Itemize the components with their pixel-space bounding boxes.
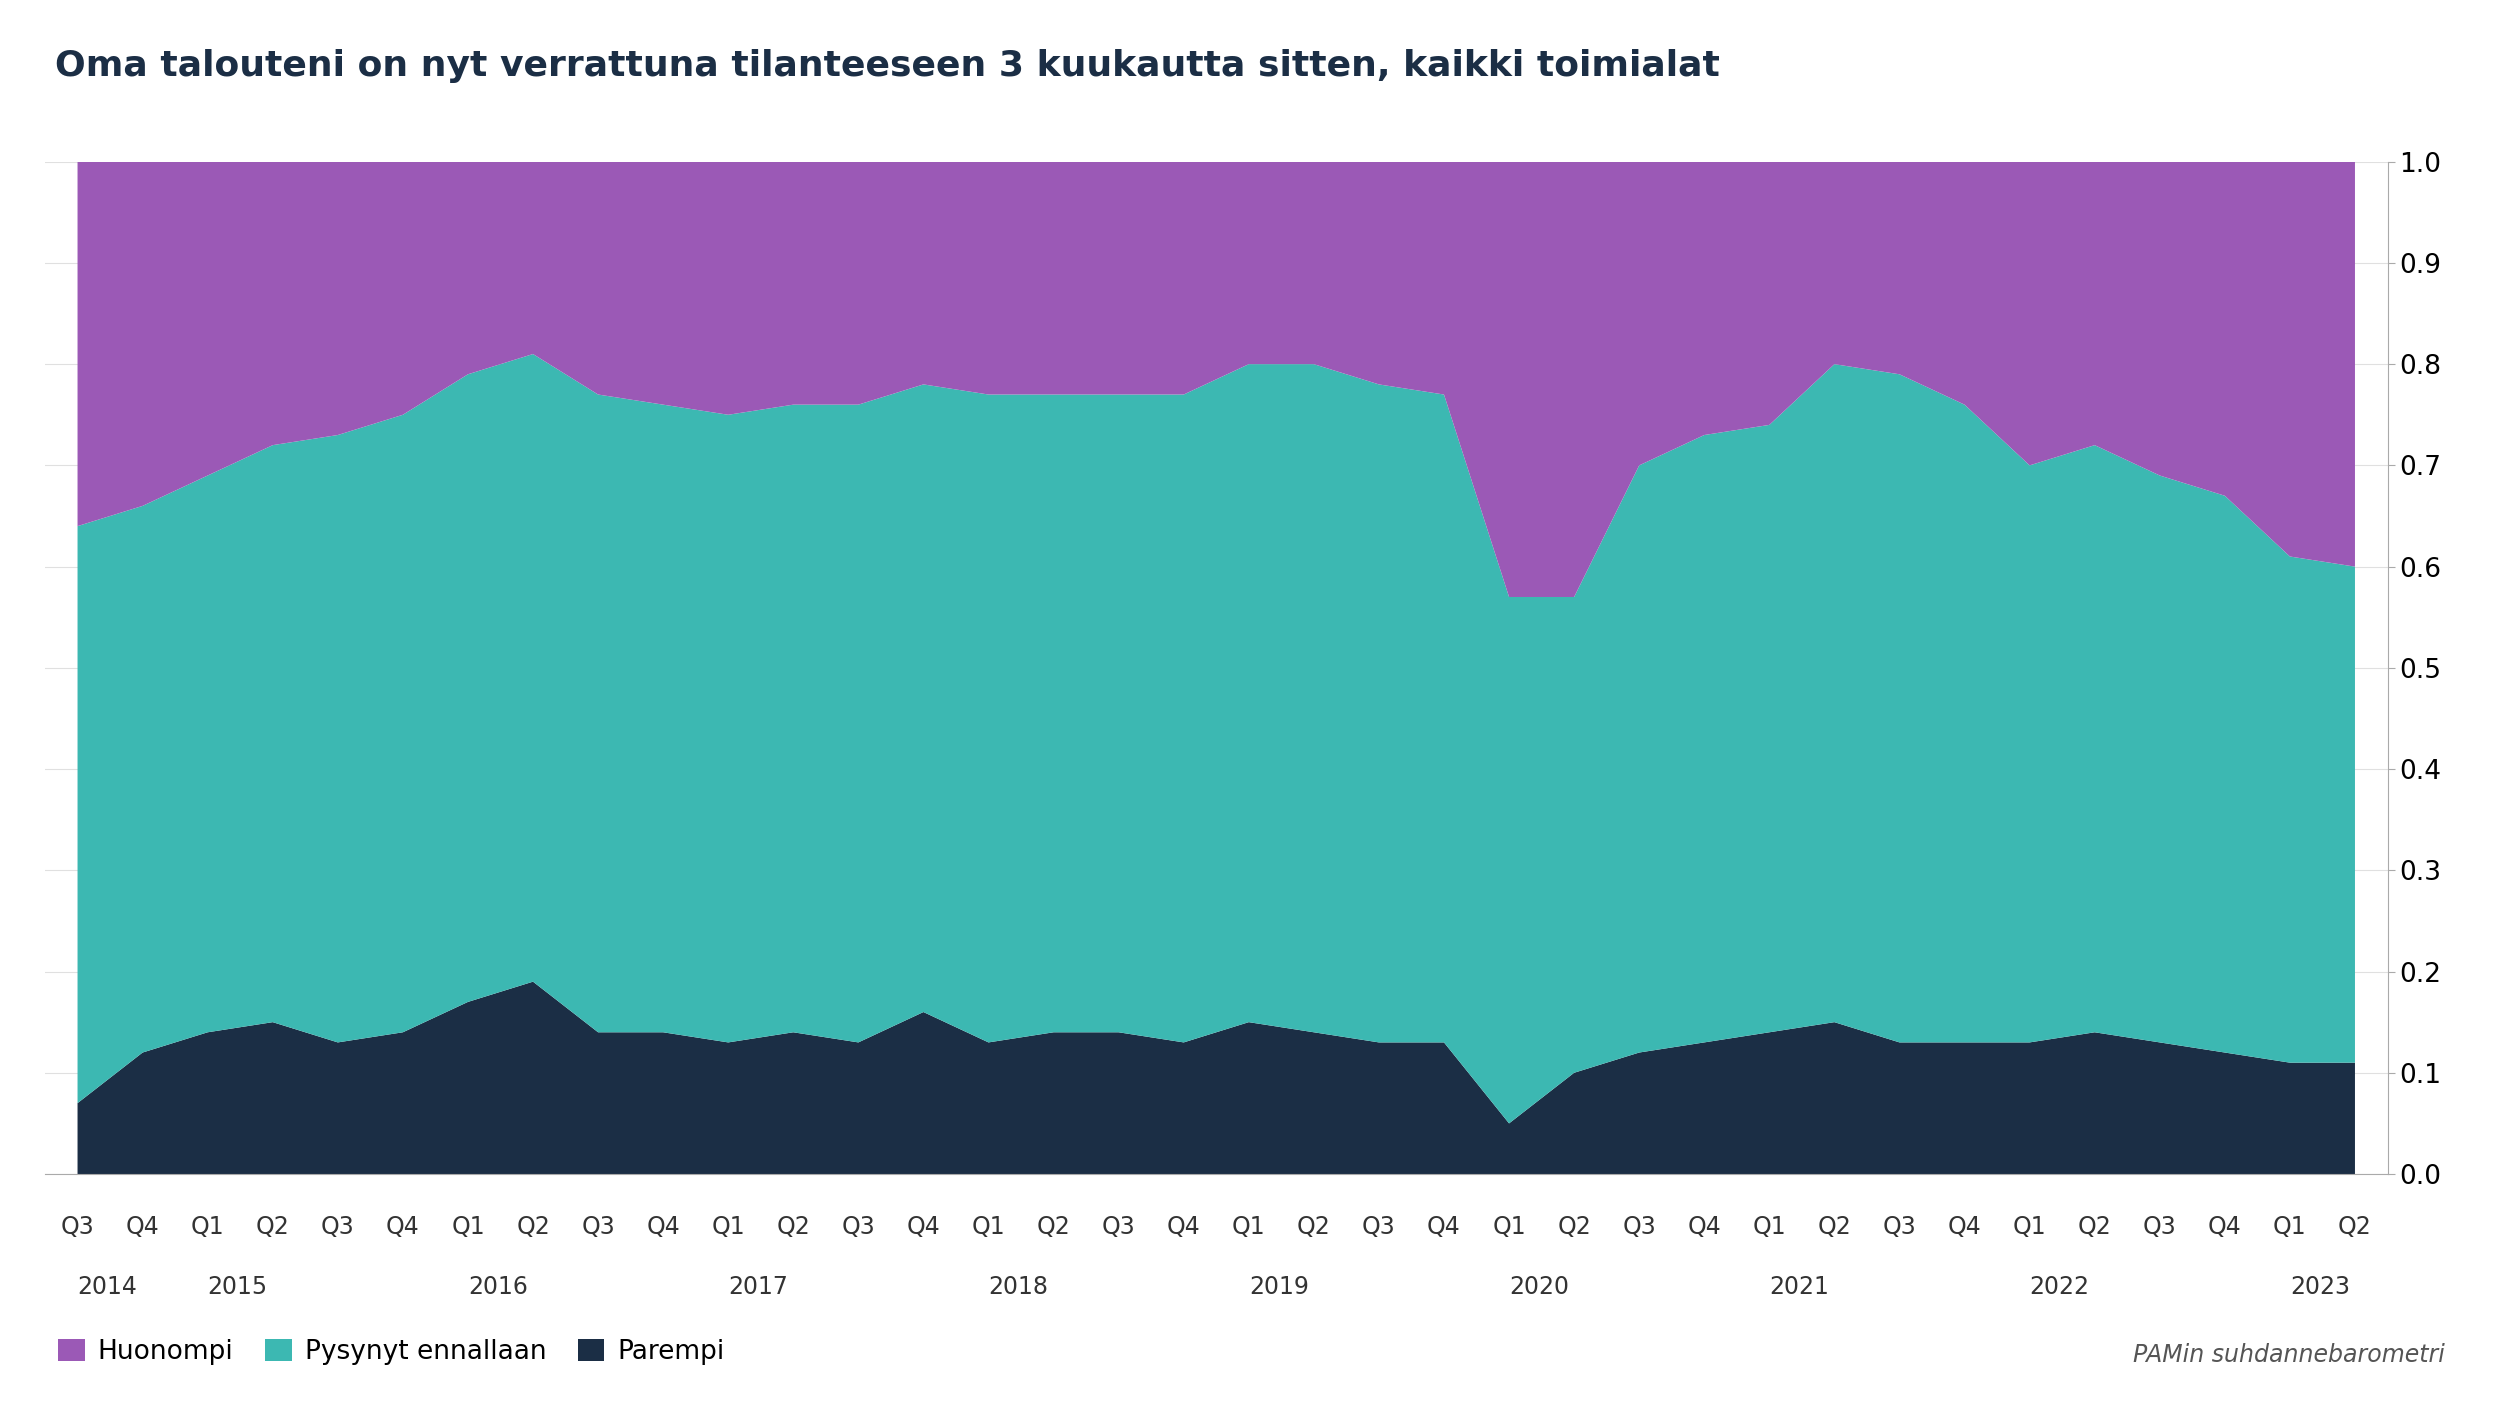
Text: 2017: 2017 bbox=[728, 1275, 788, 1299]
Text: Q3: Q3 bbox=[580, 1215, 615, 1239]
Text: Q4: Q4 bbox=[1948, 1215, 1982, 1239]
Text: Q2: Q2 bbox=[2078, 1215, 2112, 1239]
Text: Q3: Q3 bbox=[60, 1215, 95, 1239]
Text: Q1: Q1 bbox=[1232, 1215, 1265, 1239]
Text: Q4: Q4 bbox=[125, 1215, 160, 1239]
Text: Q3: Q3 bbox=[1102, 1215, 1135, 1239]
Text: 2022: 2022 bbox=[2030, 1275, 2090, 1299]
Text: Q1: Q1 bbox=[450, 1215, 485, 1239]
Text: Q4: Q4 bbox=[1688, 1215, 1720, 1239]
Text: Q1: Q1 bbox=[712, 1215, 745, 1239]
Text: Q2: Q2 bbox=[778, 1215, 810, 1239]
Text: 2016: 2016 bbox=[468, 1275, 528, 1299]
Text: 2019: 2019 bbox=[1250, 1275, 1308, 1299]
Text: Q4: Q4 bbox=[1427, 1215, 1460, 1239]
Text: Q2: Q2 bbox=[2338, 1215, 2372, 1239]
Text: Q1: Q1 bbox=[190, 1215, 225, 1239]
Text: Q2: Q2 bbox=[515, 1215, 550, 1239]
Text: Q2: Q2 bbox=[1038, 1215, 1070, 1239]
Text: Q4: Q4 bbox=[648, 1215, 680, 1239]
Text: 2014: 2014 bbox=[78, 1275, 138, 1299]
Text: Q1: Q1 bbox=[972, 1215, 1005, 1239]
Legend: Huonompi, Pysynyt ennallaan, Parempi: Huonompi, Pysynyt ennallaan, Parempi bbox=[58, 1339, 725, 1365]
Text: Q1: Q1 bbox=[1492, 1215, 1525, 1239]
Text: Q3: Q3 bbox=[1622, 1215, 1655, 1239]
Text: Q2: Q2 bbox=[1298, 1215, 1330, 1239]
Text: PAMin suhdannebarometri: PAMin suhdannebarometri bbox=[2132, 1343, 2445, 1367]
Text: Q2: Q2 bbox=[255, 1215, 290, 1239]
Text: Q1: Q1 bbox=[1752, 1215, 1785, 1239]
Text: Q4: Q4 bbox=[1168, 1215, 1200, 1239]
Text: 2023: 2023 bbox=[2290, 1275, 2350, 1299]
Text: 2021: 2021 bbox=[1770, 1275, 1830, 1299]
Text: Oma talouteni on nyt verrattuna tilanteeseen 3 kuukautta sitten, kaikki toimiala: Oma talouteni on nyt verrattuna tilantee… bbox=[55, 49, 1720, 83]
Text: 2015: 2015 bbox=[208, 1275, 268, 1299]
Text: Q4: Q4 bbox=[385, 1215, 420, 1239]
Text: 2018: 2018 bbox=[988, 1275, 1048, 1299]
Text: Q4: Q4 bbox=[2208, 1215, 2242, 1239]
Text: 2020: 2020 bbox=[1510, 1275, 1570, 1299]
Text: Q3: Q3 bbox=[842, 1215, 875, 1239]
Text: Q1: Q1 bbox=[2272, 1215, 2308, 1239]
Text: Q2: Q2 bbox=[1818, 1215, 1852, 1239]
Text: Q1: Q1 bbox=[2013, 1215, 2048, 1239]
Text: Q3: Q3 bbox=[1362, 1215, 1395, 1239]
Text: Q3: Q3 bbox=[320, 1215, 355, 1239]
Text: Q3: Q3 bbox=[1882, 1215, 1918, 1239]
Text: Q3: Q3 bbox=[2142, 1215, 2178, 1239]
Text: Q4: Q4 bbox=[908, 1215, 940, 1239]
Text: Q2: Q2 bbox=[1558, 1215, 1590, 1239]
